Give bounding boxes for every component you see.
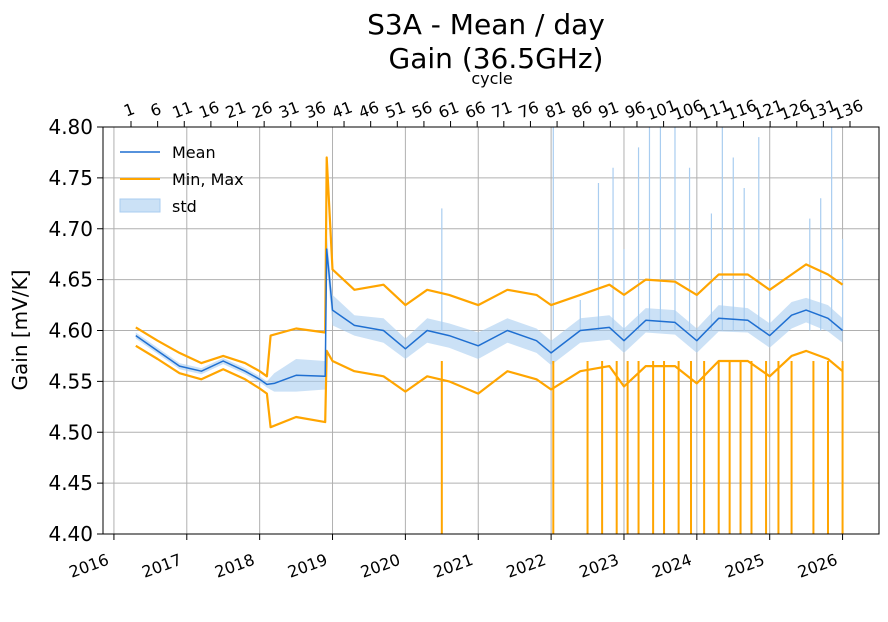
y-tick-label: 4.55: [48, 369, 93, 393]
y-tick-label: 4.60: [48, 319, 93, 343]
std-band-layer: [135, 127, 844, 392]
minmax-line-max: [135, 156, 844, 378]
y-axis-label: Gain [mV/K]: [8, 270, 32, 391]
y-tick-label: 4.70: [48, 217, 93, 241]
mean-line: [135, 248, 844, 386]
top-axis-label: cycle: [471, 69, 512, 88]
legend: Mean Min, Max std: [119, 143, 244, 216]
y-tick-label: 4.40: [48, 522, 93, 546]
plot-frame: [102, 126, 880, 535]
y-tick-label: 4.45: [48, 471, 93, 495]
y-tick-label: 4.50: [48, 420, 93, 444]
legend-std-swatch: [119, 198, 161, 213]
y-tick-label: 4.80: [48, 115, 93, 139]
legend-std-label: std: [172, 197, 197, 216]
legend-minmax-label: Min, Max: [172, 170, 244, 189]
minmax-line-min: [135, 344, 844, 429]
chart-title: S3A - Mean / day: [367, 8, 605, 41]
y-tick-label: 4.75: [48, 166, 93, 190]
chart-subtitle: Gain (36.5GHz): [389, 42, 604, 75]
legend-mean-label: Mean: [172, 143, 216, 162]
series-layer: [135, 156, 844, 534]
y-tick-label: 4.65: [48, 268, 93, 292]
